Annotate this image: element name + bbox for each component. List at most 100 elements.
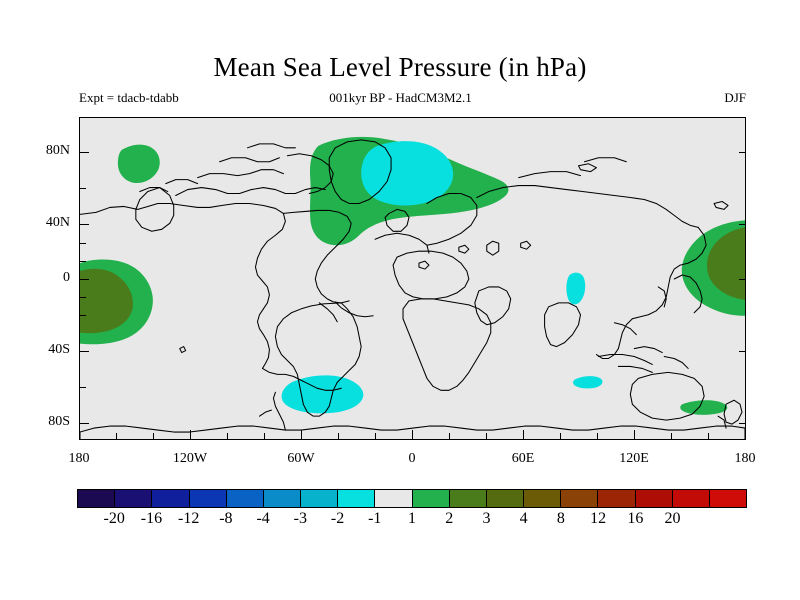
y-axis-label-40S: 40S	[48, 342, 70, 357]
anomaly-shading	[80, 136, 745, 415]
x-axis-label-120W: 120W	[172, 451, 208, 466]
x-tick-120W	[190, 430, 192, 440]
colorbar-label-3: 3	[482, 510, 491, 527]
y-tick-minor	[79, 297, 86, 299]
colorbar	[77, 489, 747, 508]
y-tick-minor	[79, 387, 86, 389]
colorbar-cell-2	[152, 490, 190, 507]
colorbar-cell-14	[598, 490, 636, 507]
y-axis-label-0: 0	[63, 270, 70, 285]
y-tick-80N	[79, 152, 89, 154]
x-tick-minor	[486, 433, 488, 440]
colorbar-cell-1	[115, 490, 153, 507]
x-axis-label-60E: 60E	[511, 451, 535, 466]
colorbar-label-8: 8	[556, 510, 565, 527]
colorbar-cell-15	[635, 490, 673, 507]
anomaly-south-of-new-zealand	[680, 400, 728, 415]
colorbar-cells	[77, 489, 747, 508]
anomaly-north-pacific-west-core	[706, 227, 745, 300]
y-tick-80S	[79, 423, 89, 425]
colorbar-cell-17	[709, 490, 747, 507]
y-axis-label-40N: 40N	[45, 215, 70, 230]
colorbar-cell-7	[338, 490, 376, 507]
anomaly-drake-passage	[281, 375, 364, 414]
x-tick-minor	[338, 433, 340, 440]
colorbar-cell-3	[189, 490, 227, 507]
season-label: DJF	[724, 90, 746, 105]
y-tick-minor	[79, 261, 86, 263]
colorbar-label--12: -12	[177, 510, 200, 527]
colorbar-label-20: 20	[664, 510, 681, 527]
colorbar-label-4: 4	[519, 510, 528, 527]
x-tick-minor	[264, 433, 266, 440]
x-tick-180W	[79, 430, 81, 440]
colorbar-cell-10	[449, 490, 487, 507]
x-tick-minor	[375, 433, 377, 440]
colorbar-cell-16	[672, 490, 710, 507]
anomaly-central-asia	[566, 272, 586, 305]
x-tick-minor	[153, 433, 155, 440]
colorbar-label-16: 16	[627, 510, 644, 527]
experiment-label: Expt = tdacb-tdabb	[79, 90, 179, 105]
y-axis-label-80N: 80N	[45, 143, 70, 158]
x-tick-minor	[708, 433, 710, 440]
subtitle-row: Expt = tdacb-tdabb 001kyr BP - HadCM3M2.…	[79, 90, 746, 106]
x-tick-0	[412, 430, 414, 440]
y-tick-right	[739, 351, 746, 353]
colorbar-label--8: -8	[219, 510, 233, 527]
colorbar-cell-12	[524, 490, 562, 507]
anomaly-north-atlantic	[361, 141, 454, 206]
x-axis-label-180E: 180	[734, 451, 756, 466]
colorbar-label--16: -16	[140, 510, 163, 527]
colorbar-cell-4	[226, 490, 264, 507]
colorbar-label-1: 1	[408, 510, 416, 527]
page-title: Mean Sea Level Pressure (in hPa)	[213, 52, 587, 82]
colorbar-label--2: -2	[330, 510, 345, 527]
y-tick-right	[739, 224, 746, 226]
x-tick-minor	[116, 433, 118, 440]
colorbar-label-2: 2	[445, 510, 454, 527]
y-tick-right	[739, 279, 746, 281]
y-tick-minor	[79, 243, 86, 245]
colorbar-label--4: -4	[256, 510, 270, 527]
y-tick-right	[739, 423, 746, 425]
colorbar-cell-8	[375, 490, 413, 507]
y-tick-40N	[79, 224, 89, 226]
x-tick-minor	[560, 433, 562, 440]
colorbar-cell-0	[78, 490, 116, 507]
run-label: 001kyr BP - HadCM3M2.1	[329, 90, 472, 105]
anomaly-southern-indian-ocean	[573, 376, 603, 389]
map-plot-area	[79, 117, 746, 440]
colorbar-cell-11	[486, 490, 525, 507]
x-tick-60W	[301, 430, 303, 440]
world-map	[80, 136, 745, 439]
colorbar-cell-9	[412, 490, 450, 507]
colorbar-label--1: -1	[368, 510, 382, 527]
x-tick-120E	[634, 430, 636, 440]
colorbar-cell-5	[263, 490, 302, 507]
colorbar-cell-13	[561, 490, 599, 507]
x-tick-minor	[449, 433, 451, 440]
x-axis-label-120E: 120E	[619, 451, 649, 466]
y-tick-0	[79, 279, 89, 281]
coastlines	[80, 139, 745, 439]
y-tick-minor	[79, 188, 86, 190]
colorbar-label--20: -20	[103, 510, 125, 527]
anomaly-hudson-bay	[117, 144, 160, 184]
x-tick-180E	[745, 430, 747, 440]
colorbar-label--3: -3	[293, 510, 307, 527]
colorbar-tick-labels: -20 -16 -12 -8 -4 -3 -2 -1 1 2 3 4 8 12 16 20	[77, 510, 747, 530]
colorbar-cell-6	[301, 490, 339, 507]
x-tick-minor	[671, 433, 673, 440]
x-tick-60E	[523, 430, 525, 440]
x-tick-minor	[597, 433, 599, 440]
y-tick-40S	[79, 351, 89, 353]
x-tick-minor	[227, 433, 229, 440]
colorbar-label-12: 12	[590, 510, 607, 527]
x-axis-label-0: 0	[408, 451, 416, 466]
y-tick-right	[739, 152, 746, 154]
x-axis-label-180W: 180	[68, 451, 90, 466]
y-axis-label-80S: 80S	[48, 414, 70, 429]
y-tick-minor	[79, 315, 86, 317]
x-axis-label-60W: 60W	[287, 451, 315, 466]
